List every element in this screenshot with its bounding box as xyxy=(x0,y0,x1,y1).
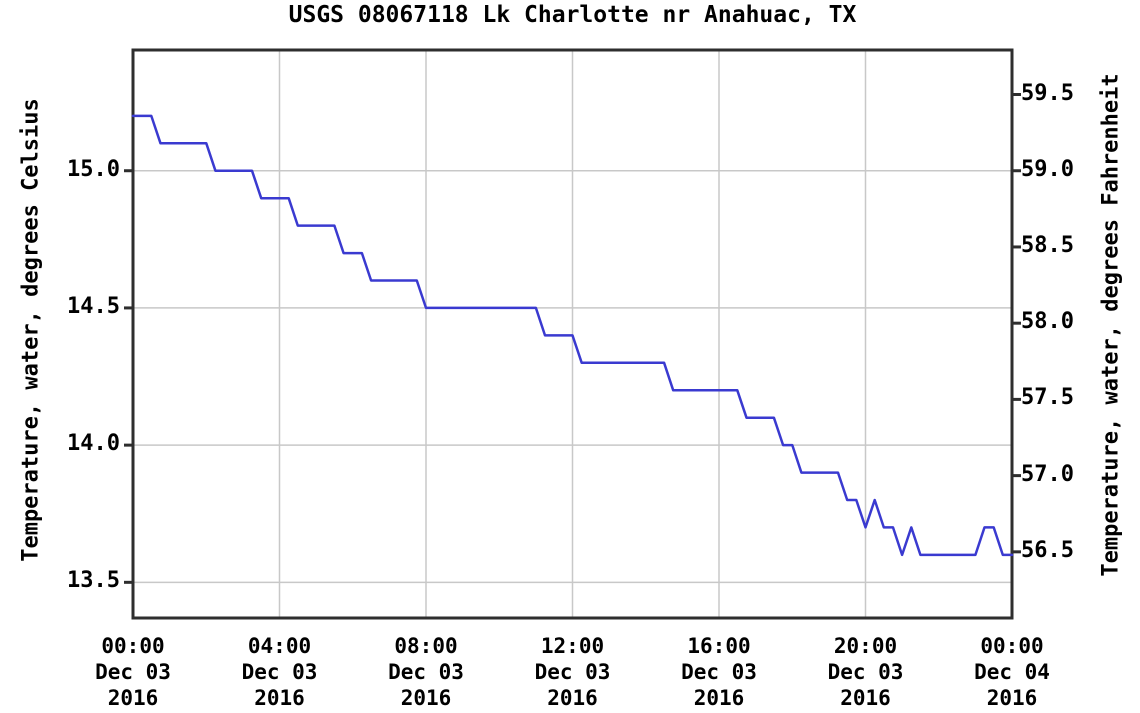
x-tick-label: 12:00 Dec 03 2016 xyxy=(493,633,653,711)
y-tick-label-fahrenheit: 59.5 xyxy=(1021,80,1074,106)
x-tick-time: 00:00 xyxy=(980,634,1044,658)
x-tick-year: 2016 xyxy=(254,686,305,710)
x-tick-year: 2016 xyxy=(107,686,159,710)
x-tick-time: 16:00 xyxy=(687,634,751,658)
y-tick-label-celsius: 13.5 xyxy=(67,568,120,594)
x-tick-date: Dec 03 xyxy=(95,660,171,684)
x-tick-time: 08:00 xyxy=(394,634,458,658)
x-tick-time: 20:00 xyxy=(833,634,898,658)
x-tick-date: Dec 03 xyxy=(827,660,904,684)
y-tick-label-fahrenheit: 59.0 xyxy=(1021,156,1074,182)
x-tick-date: Dec 03 xyxy=(241,660,318,684)
x-tick-label: 16:00 Dec 03 2016 xyxy=(639,633,799,711)
x-tick-year: 2016 xyxy=(400,686,452,710)
x-tick-time: 00:00 xyxy=(101,634,165,658)
x-tick-year: 2016 xyxy=(840,686,891,710)
y-tick-label-fahrenheit: 56.5 xyxy=(1021,537,1074,563)
y-tick-label-fahrenheit: 58.0 xyxy=(1021,309,1074,335)
y-tick-label-fahrenheit: 57.0 xyxy=(1021,461,1074,487)
x-tick-date: Dec 03 xyxy=(534,660,611,684)
chart-title: USGS 08067118 Lk Charlotte nr Anahuac, T… xyxy=(288,2,857,28)
y-tick-label-celsius: 14.5 xyxy=(67,293,120,319)
y-tick-label-celsius: 15.0 xyxy=(67,156,120,182)
y-tick-label-fahrenheit: 57.5 xyxy=(1021,385,1074,411)
x-tick-date: Dec 03 xyxy=(681,660,757,684)
x-tick-label: 00:00 Dec 04 2016 xyxy=(932,633,1092,711)
x-tick-year: 2016 xyxy=(547,686,598,710)
x-tick-time: 12:00 xyxy=(540,634,605,658)
x-tick-year: 2016 xyxy=(693,686,745,710)
y-tick-label-celsius: 14.0 xyxy=(67,431,120,457)
y-tick-label-fahrenheit: 58.5 xyxy=(1021,232,1074,258)
x-tick-time: 04:00 xyxy=(247,634,312,658)
x-tick-date: Dec 04 xyxy=(974,660,1050,684)
x-tick-label: 04:00 Dec 03 2016 xyxy=(200,633,360,711)
x-tick-date: Dec 03 xyxy=(388,660,464,684)
x-tick-label: 20:00 Dec 03 2016 xyxy=(786,633,946,711)
temperature-series-line xyxy=(131,114,1014,557)
x-tick-label: 08:00 Dec 03 2016 xyxy=(346,633,506,711)
x-tick-label: 00:00 Dec 03 2016 xyxy=(53,633,213,711)
plot-frame xyxy=(131,48,1014,620)
x-tick-year: 2016 xyxy=(986,686,1038,710)
